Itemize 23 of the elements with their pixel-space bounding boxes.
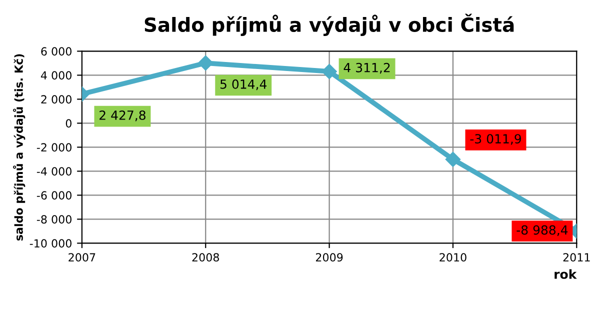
data-label: 5 014,4 xyxy=(220,79,267,90)
x-tick-label: 2011 xyxy=(563,253,590,262)
y-tick-label: -4 000 xyxy=(36,167,72,176)
y-tick-label: 0 xyxy=(66,119,72,128)
y-tick-label: -2 000 xyxy=(36,143,72,152)
data-label: -8 988,4 xyxy=(516,225,568,236)
y-tick-label: 4 000 xyxy=(40,71,72,80)
data-label: -3 011,9 xyxy=(470,134,521,145)
data-label: 2 427,8 xyxy=(100,110,146,122)
x-tick-label: 2009 xyxy=(316,253,343,262)
y-axis-title: saldo příjmů a výdajů (tis. Kč) xyxy=(13,54,26,241)
y-tick-label: 6 000 xyxy=(41,47,72,56)
chart-title: Saldo příjmů a výdajů v obci Čistá xyxy=(144,14,514,36)
x-tick-label: 2007 xyxy=(68,253,96,262)
y-tick-label: -10 000 xyxy=(30,239,72,248)
x-tick-label: 2010 xyxy=(440,253,466,262)
y-tick-label: -8 000 xyxy=(36,215,72,224)
y-tick-label: -6 000 xyxy=(36,191,72,200)
data-label: 4 311,2 xyxy=(344,62,390,74)
x-tick-label: 2008 xyxy=(192,253,219,262)
x-axis-title: rok xyxy=(554,269,577,279)
y-tick-label: 2 000 xyxy=(41,95,72,104)
point xyxy=(322,64,337,80)
